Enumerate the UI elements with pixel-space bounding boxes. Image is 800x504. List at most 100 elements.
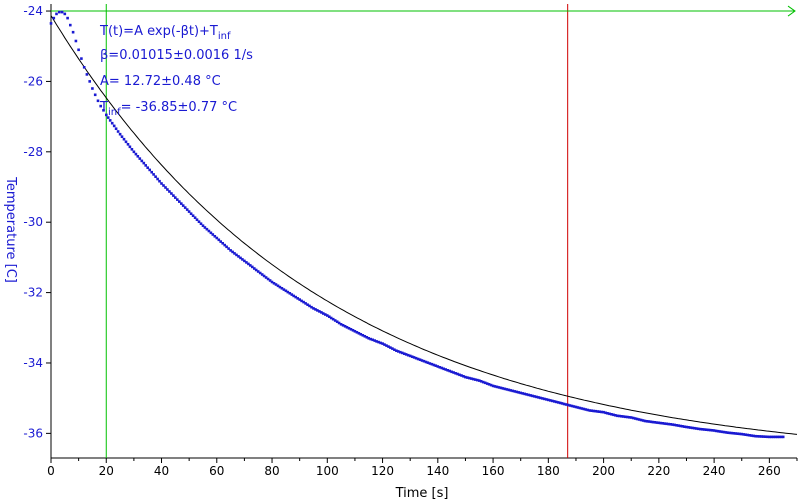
data-point [185,208,189,211]
data-point [207,229,211,233]
data-point [158,179,161,183]
data-point [162,184,165,187]
data-point [631,416,635,420]
data-point [582,407,586,411]
data-point [487,383,491,386]
data-point [324,313,327,316]
data-point [622,415,625,418]
data-point [629,416,633,419]
data-point [657,421,661,425]
data-point [462,375,465,378]
data-point [438,366,442,369]
data-point [247,262,250,266]
data-point [96,99,100,103]
data-point [509,389,513,392]
data-point [205,227,209,231]
data-point [428,362,432,365]
data-point [272,282,276,285]
data-point [116,130,120,133]
data-point [756,435,759,438]
data-point [132,150,136,154]
data-point [126,143,130,146]
data-point [418,358,422,361]
data-point [746,433,749,437]
data-point [130,148,134,151]
data-point [507,388,511,392]
data-point [363,335,367,338]
data-point [209,231,213,235]
data-point [233,252,236,255]
data-point [525,393,528,396]
data-point [760,435,763,438]
data-point [316,309,319,312]
data-point [764,435,767,438]
data-point [290,293,294,296]
data-point [485,382,489,385]
data-point [448,369,451,373]
data-point [687,426,690,429]
y-tick-label: -26 [23,74,43,88]
data-point [736,432,740,435]
data-point [282,288,286,291]
data-point [176,198,179,201]
data-point [298,298,301,301]
data-point [296,297,299,300]
data-point [541,397,544,400]
data-point [383,343,386,346]
data-point [612,413,615,417]
data-point [604,411,607,415]
data-point [71,30,75,34]
data-point [606,412,609,415]
data-point [434,364,438,367]
data-point [365,336,369,339]
data-point [249,264,252,267]
cursor-arrow-head [787,5,796,17]
y-tick-label: -24 [23,4,43,18]
data-point [264,276,268,279]
data-point [260,273,264,276]
data-point [142,161,146,165]
data-point [505,388,509,391]
data-point [566,403,570,407]
data-point [105,113,108,117]
data-point [217,238,221,242]
data-point [322,312,325,315]
x-tick-label: 260 [758,464,781,478]
amplitude-annotation: A= 12.72±0.48 °C [100,74,221,89]
data-point [479,380,483,383]
data-point [562,402,566,406]
data-point [74,39,78,43]
data-point [387,345,390,348]
data-point [310,305,313,309]
data-point [178,200,181,203]
data-point [410,355,414,358]
data-point [304,302,307,305]
data-point [284,289,288,293]
data-point [768,435,771,439]
data-point [329,316,333,320]
data-point [693,426,696,430]
data-point [412,356,416,359]
data-point [598,410,601,413]
fit-curve [50,15,798,435]
data-point [772,435,775,439]
data-point [580,407,584,410]
data-point [474,378,477,381]
data-point [225,245,228,249]
data-point [393,348,396,351]
data-point [85,73,89,76]
data-point [521,392,524,395]
data-point [241,258,244,261]
formula-annotation: T(t)=A exp(-βt)+Tinf [99,24,231,42]
data-point [639,418,643,422]
data-point [740,432,743,436]
x-tick-label: 20 [99,464,114,478]
data-point [781,435,785,439]
data-point [432,363,436,367]
data-points [49,10,785,439]
data-point [122,137,126,141]
data-point [82,66,86,69]
data-point [414,356,418,360]
data-point [758,435,761,438]
data-point [669,423,672,426]
